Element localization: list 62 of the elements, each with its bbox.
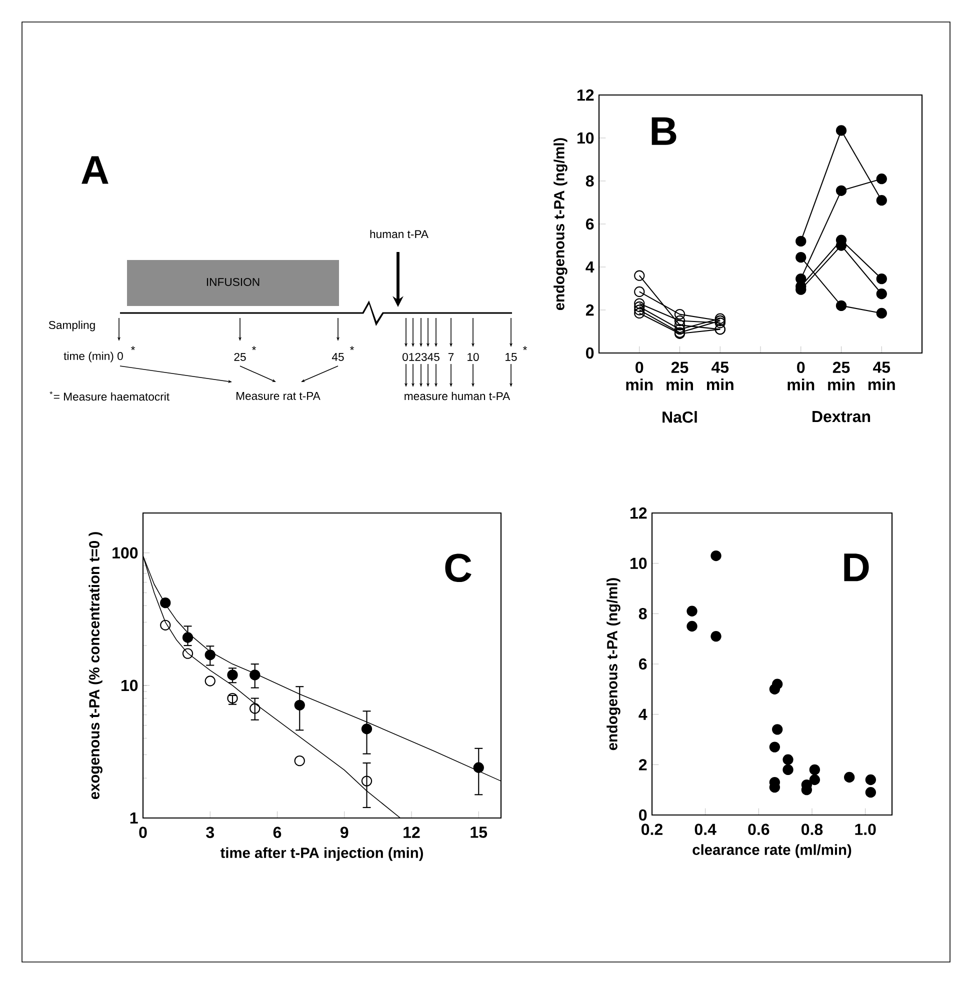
text: time (min) 0 [64, 352, 123, 362]
y-tick-label: 6 [638, 658, 647, 670]
x-tick-label: 9 [340, 826, 348, 838]
x-tick-label: 0 min [626, 362, 653, 390]
y-axis-title: exogenous t-PA (% concentration t=0 ) [88, 532, 102, 800]
text: Measure rat t-PA [236, 392, 320, 400]
text: 012345 [402, 352, 440, 361]
text: * [350, 346, 354, 350]
x-tick-label: 0.2 [642, 824, 662, 836]
x-tick-label: 45 min [706, 362, 734, 390]
y-tick-label: 10 [122, 680, 138, 692]
y-tick-label: 100 [112, 547, 138, 559]
text: $^{*}$= Measure haematocrit [50, 391, 170, 401]
text: A [82, 156, 108, 184]
y-axis-title: endogenous t-PA (ng/ml) [554, 138, 568, 310]
y-tick-label: 4 [638, 708, 648, 720]
text: human t-PA [370, 230, 428, 238]
x-tick-label: 0 [139, 826, 147, 838]
text: NaCl [662, 411, 697, 423]
x-tick-label: 0.6 [748, 824, 770, 836]
y-tick-label: 8 [638, 608, 647, 620]
text: * [130, 346, 136, 350]
x-tick-label: 25 min [828, 362, 854, 390]
y-tick-label: 6 [586, 218, 594, 230]
text: 15 [506, 353, 517, 361]
text: 45 [332, 353, 344, 361]
y-tick-label: 4 [586, 261, 594, 272]
text: 10 [468, 352, 479, 361]
text: measure human t-PA [404, 392, 510, 400]
y-tick-label: 10 [630, 558, 647, 569]
text: * [522, 346, 528, 350]
y-tick-label: 12 [630, 507, 647, 519]
x-tick-label: 25 min [666, 362, 693, 390]
text: Sampling [48, 320, 95, 332]
y-tick-label: 1 [130, 812, 138, 824]
y-tick-label: 0 [639, 809, 647, 821]
chart-title: B [652, 117, 676, 145]
x-axis-title: clearance rate (ml/min) [692, 844, 852, 858]
y-tick-label: 12 [578, 89, 594, 101]
x-tick-label: 1.0 [855, 824, 876, 836]
y-tick-label: 8 [586, 175, 594, 187]
x-tick-label: 12 [404, 826, 420, 838]
y-tick-label: 10 [578, 132, 594, 144]
x-tick-label: 0 min [788, 362, 814, 390]
x-tick-label: 6 [273, 826, 282, 838]
text: 7 [448, 353, 454, 361]
text: Dextran [812, 411, 870, 422]
y-tick-label: 0 [586, 347, 594, 359]
y-tick-label: 2 [586, 304, 594, 316]
x-tick-label: 15 [470, 826, 488, 838]
x-tick-label: 0.4 [694, 824, 716, 836]
text: C [445, 554, 472, 582]
y-tick-label: 2 [638, 759, 647, 770]
text: 25 [234, 352, 246, 361]
text: D [844, 554, 869, 582]
x-tick-label: 0.8 [802, 824, 823, 836]
y-axis-title: endogenous t-PA (ng/ml) [606, 578, 620, 750]
text: INFUSION [206, 278, 260, 286]
x-tick-label: 3 [206, 826, 214, 838]
text: * [252, 346, 256, 350]
x-axis-title: time after t-PA injection (min) [220, 847, 423, 861]
x-tick-label: 45 min [868, 362, 895, 390]
